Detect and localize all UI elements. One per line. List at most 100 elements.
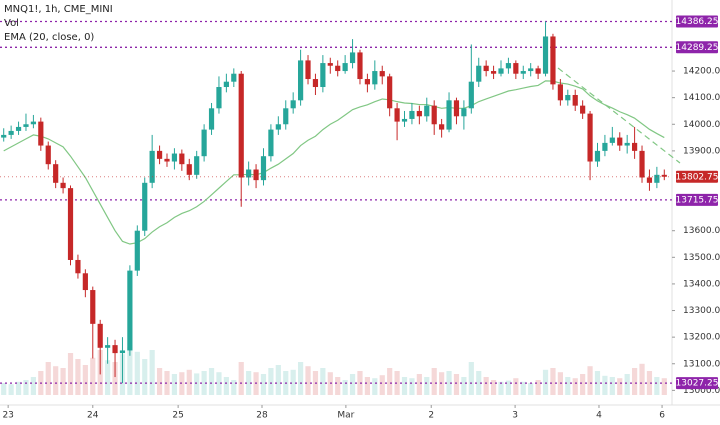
volume-bar [468, 362, 474, 395]
candle-body [624, 142, 630, 146]
volume-bar [134, 351, 140, 395]
x-tick-label: 25 [172, 411, 183, 421]
volume-bar [602, 375, 608, 395]
marks [0, 20, 672, 395]
legend-ema: EMA (20, close, 0) [4, 32, 94, 43]
candle-body [45, 145, 51, 165]
level-label-box [676, 377, 718, 390]
volume-bar [520, 381, 526, 395]
volume-bar [208, 368, 215, 395]
candle-body [23, 124, 29, 127]
volume-bar [335, 377, 341, 395]
candle-body [38, 121, 44, 146]
candle-body [275, 124, 281, 130]
volume-bar [639, 363, 645, 395]
volume-bar [320, 368, 326, 395]
volume-bar [171, 374, 178, 395]
candle-body [164, 158, 170, 162]
candle-body [528, 68, 534, 72]
candle-body [550, 36, 556, 85]
candle-body [401, 118, 408, 122]
candle-body [498, 68, 504, 74]
level-label: 13715.75 [676, 195, 719, 205]
last-price-label: 13802.75 [676, 172, 719, 182]
x-tick-label: 2 [428, 411, 434, 421]
volume-bar [661, 378, 667, 395]
candle-body [364, 79, 370, 85]
volume-bar [112, 362, 118, 395]
candle-body [97, 323, 103, 348]
level-label-box [676, 193, 718, 206]
candle-body [171, 153, 178, 162]
volume-bar [594, 371, 601, 395]
volume-bar [142, 359, 148, 395]
volume-bar [357, 371, 363, 395]
candle-body [587, 113, 593, 162]
candle-body [557, 84, 563, 101]
candle-body [632, 142, 638, 151]
x-tick-label: 3 [512, 411, 518, 421]
volume-bar [260, 374, 267, 395]
volume-bar [535, 380, 541, 395]
candle-body [572, 94, 578, 106]
volume-bar [587, 366, 593, 395]
volume-bar [1, 383, 7, 395]
candle-body [298, 60, 304, 101]
candle-body [439, 124, 445, 130]
candle-body [134, 230, 140, 271]
candle-body [112, 345, 118, 354]
candle-body [305, 60, 311, 80]
x-tick-label: 23 [2, 411, 13, 421]
volume-bar [624, 374, 630, 395]
volume-bar [149, 350, 155, 395]
volume-bar [461, 377, 467, 395]
volume-bar [572, 378, 578, 395]
candle-body [453, 100, 460, 117]
volume-bar [416, 374, 422, 395]
volume-bar [60, 368, 66, 395]
candle-body [231, 73, 237, 82]
y-tick-label: 14200.00 [683, 67, 720, 77]
volume-bar [15, 381, 22, 395]
candle-body [416, 110, 422, 117]
candle-body [617, 137, 623, 146]
level-label-box [676, 15, 718, 28]
candle-body [379, 71, 385, 77]
y-tick-label: 13500.00 [683, 253, 720, 263]
candle-body [342, 63, 348, 72]
candle-body [505, 63, 512, 69]
volume-bar [542, 369, 549, 395]
volume-bar [298, 362, 304, 395]
volume-bar [342, 380, 348, 395]
volume-bar [580, 374, 586, 395]
volume-bar [498, 381, 504, 395]
y-tick-label: 13200.00 [683, 333, 720, 343]
candle-body [490, 71, 497, 74]
candle-body [542, 36, 549, 74]
volume-bar [349, 374, 356, 395]
volume-bar [246, 371, 252, 395]
candle-body [409, 110, 415, 119]
candle-body [119, 350, 126, 354]
volume-bar [528, 383, 534, 395]
candle-body [149, 150, 155, 183]
volume-bar [105, 360, 111, 395]
candle-body [1, 134, 7, 138]
candle-body [67, 188, 74, 260]
candle-body [53, 164, 59, 183]
volume-bar [8, 384, 14, 395]
volume-bar [23, 380, 29, 395]
trend-line [557, 67, 681, 164]
volume-bar [476, 371, 482, 395]
volume-bar [127, 347, 133, 395]
volume-bar [53, 366, 59, 395]
candle-body [238, 73, 244, 178]
candle-body [357, 52, 363, 80]
x-tick-label: 28 [256, 411, 268, 421]
volume-bar [379, 375, 385, 395]
volume-bar [186, 369, 192, 395]
candle-body [602, 142, 608, 151]
candle-body [75, 259, 81, 274]
candle-body [216, 87, 222, 109]
